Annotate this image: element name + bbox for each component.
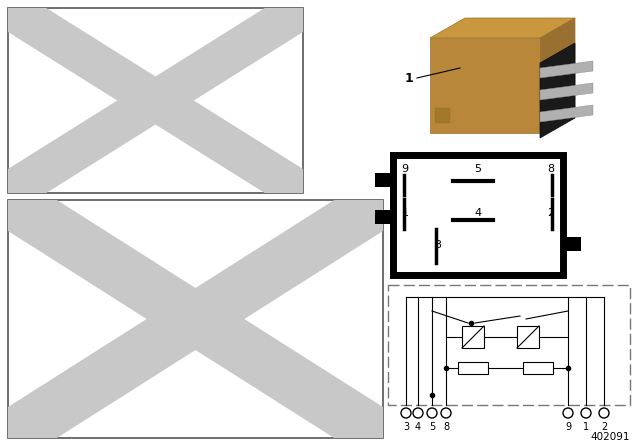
Text: 4: 4 — [474, 208, 481, 218]
Text: 2: 2 — [547, 208, 555, 218]
Bar — [458, 362, 488, 374]
Polygon shape — [430, 18, 575, 38]
Bar — [430, 38, 540, 133]
Bar — [523, 362, 553, 374]
Circle shape — [401, 408, 411, 418]
Polygon shape — [0, 178, 397, 448]
Polygon shape — [540, 18, 575, 133]
Circle shape — [563, 408, 573, 418]
Text: 9: 9 — [565, 422, 571, 432]
Bar — [375, 173, 393, 187]
Text: 8: 8 — [547, 164, 555, 174]
Text: 3: 3 — [435, 240, 442, 250]
Text: 402091: 402091 — [591, 432, 630, 442]
Polygon shape — [0, 0, 314, 210]
Bar — [8, 8, 303, 193]
Bar — [8, 200, 383, 438]
Bar — [435, 108, 450, 123]
Bar — [462, 326, 484, 348]
Polygon shape — [540, 43, 575, 138]
Bar — [517, 326, 539, 348]
Polygon shape — [0, 178, 397, 448]
Text: 4: 4 — [415, 422, 421, 432]
Bar — [388, 285, 630, 405]
Text: 8: 8 — [443, 422, 449, 432]
Text: 1: 1 — [401, 208, 408, 218]
Polygon shape — [540, 83, 593, 100]
Text: 3: 3 — [403, 422, 409, 432]
Circle shape — [441, 408, 451, 418]
Circle shape — [581, 408, 591, 418]
Circle shape — [427, 408, 437, 418]
Bar — [375, 210, 393, 224]
Bar — [393, 155, 563, 275]
Polygon shape — [540, 105, 593, 122]
Text: 5: 5 — [429, 422, 435, 432]
Circle shape — [413, 408, 423, 418]
Text: 9: 9 — [401, 164, 408, 174]
Text: 1: 1 — [583, 422, 589, 432]
Text: 1: 1 — [404, 72, 413, 85]
Bar — [563, 237, 581, 251]
Text: 2: 2 — [601, 422, 607, 432]
Text: 5: 5 — [474, 164, 481, 174]
Polygon shape — [540, 61, 593, 78]
Polygon shape — [0, 0, 314, 210]
Circle shape — [599, 408, 609, 418]
